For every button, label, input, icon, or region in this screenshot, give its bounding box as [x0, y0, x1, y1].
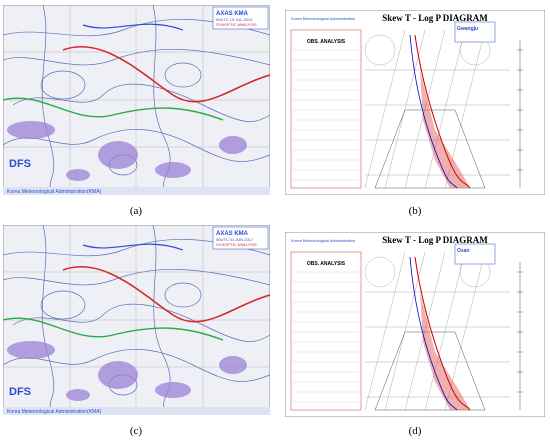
diagram-panel: Skew T - Log P DIAGRAM Korea Meteorologi…: [285, 232, 545, 417]
panel-label: (a): [130, 205, 143, 217]
map-panel: AXAS KMA 00UTC 15 JUL 2014 SYNOPTIC ANAL…: [3, 5, 270, 195]
time: 00UTC 01 JUN 2017: [216, 237, 254, 242]
diagram-panel: Skew T - Log P DIAGRAM Korea Meteorologi…: [285, 10, 545, 195]
agency: AXAS KMA: [216, 11, 249, 17]
product: SYNOPTIC ANALYSIS: [216, 22, 257, 27]
section: OBS. ANALYSIS: [307, 39, 346, 45]
footer: Korea Meteorological Administration(KMA): [7, 189, 102, 195]
agency: AXAS KMA: [216, 231, 249, 237]
panel-label: (b): [409, 205, 422, 217]
product: SYNOPTIC ANALYSIS: [216, 242, 257, 247]
footer: Korea Meteorological Administration(KMA): [7, 409, 102, 415]
panel-label: (c): [130, 425, 143, 437]
time: 00UTC 15 JUL 2014: [216, 17, 253, 22]
map-panel: AXAS KMA 00UTC 01 JUN 2017 SYNOPTIC ANAL…: [3, 225, 270, 415]
diagram-title: Skew T - Log P DIAGRAM: [382, 13, 488, 23]
station: Gwangju: [457, 26, 478, 32]
station: Osan: [457, 248, 470, 254]
section: OBS. ANALYSIS: [307, 261, 346, 267]
agency: Korea Meteorological Administration: [291, 16, 355, 21]
diagram-title: Skew T - Log P DIAGRAM: [382, 235, 488, 245]
logo: DFS: [9, 386, 31, 398]
logo: DFS: [9, 158, 31, 170]
panel-label: (d): [409, 425, 422, 437]
agency: Korea Meteorological Administration: [291, 238, 355, 243]
